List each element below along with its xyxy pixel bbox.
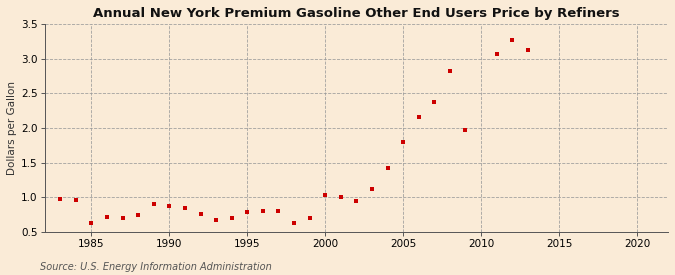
Point: [304, 216, 315, 220]
Point: [226, 216, 237, 220]
Point: [335, 195, 346, 199]
Point: [413, 115, 424, 120]
Point: [195, 212, 206, 216]
Point: [382, 166, 393, 170]
Point: [507, 38, 518, 42]
Point: [86, 221, 97, 225]
Point: [102, 214, 113, 219]
Point: [148, 202, 159, 206]
Point: [320, 193, 331, 197]
Y-axis label: Dollars per Gallon: Dollars per Gallon: [7, 81, 17, 175]
Point: [429, 100, 439, 104]
Point: [491, 51, 502, 56]
Title: Annual New York Premium Gasoline Other End Users Price by Refiners: Annual New York Premium Gasoline Other E…: [93, 7, 620, 20]
Point: [70, 198, 81, 202]
Point: [211, 218, 221, 222]
Point: [117, 216, 128, 220]
Text: Source: U.S. Energy Information Administration: Source: U.S. Energy Information Administ…: [40, 262, 272, 272]
Point: [398, 139, 408, 144]
Point: [133, 212, 144, 217]
Point: [55, 197, 65, 202]
Point: [460, 128, 471, 132]
Point: [273, 209, 284, 213]
Point: [522, 48, 533, 53]
Point: [180, 205, 190, 210]
Point: [289, 221, 300, 225]
Point: [351, 199, 362, 203]
Point: [164, 204, 175, 208]
Point: [242, 210, 252, 215]
Point: [367, 187, 377, 191]
Point: [257, 209, 268, 213]
Point: [444, 69, 455, 73]
